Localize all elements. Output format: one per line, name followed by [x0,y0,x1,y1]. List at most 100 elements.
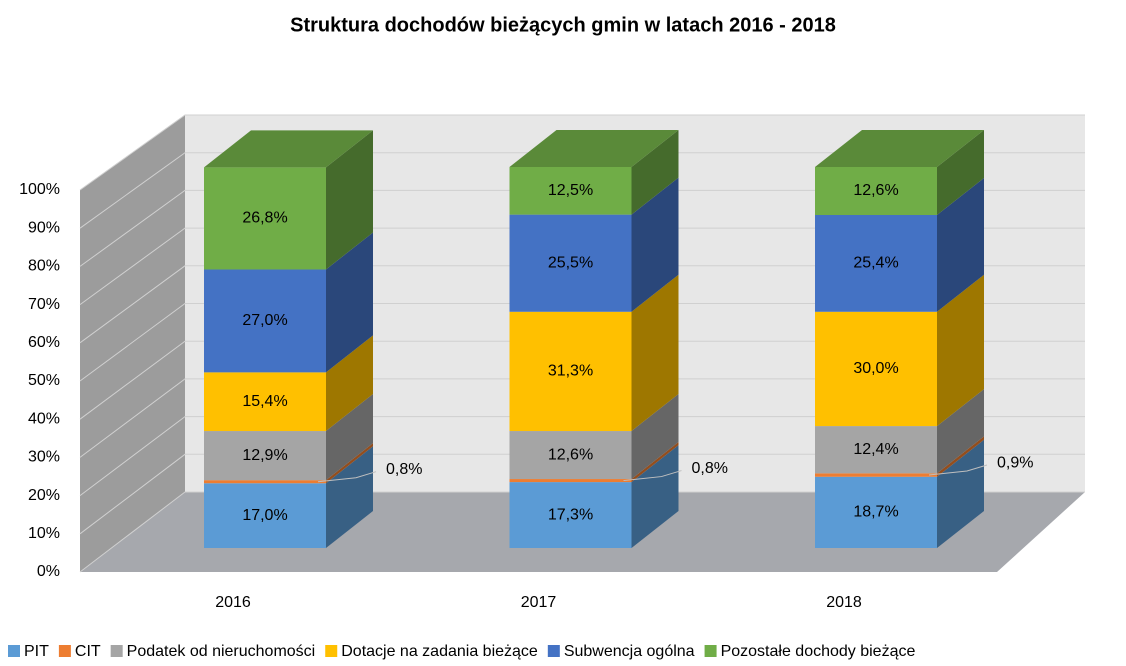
bar-side [326,232,373,373]
y-tick-label: 50% [28,372,60,389]
bar-top [509,130,679,167]
bar [509,479,632,483]
legend-swatch [704,645,717,657]
legend-label: PIT [24,643,49,660]
bar-side [631,177,679,312]
chart-title: Struktura dochodów bieżących gmin w lata… [290,14,836,36]
legend-label: CIT [75,643,101,660]
data-label: 31,3% [548,363,593,380]
side-wall [80,115,185,572]
y-tick-label: 80% [28,258,60,275]
x-tick-label: 2017 [521,594,557,611]
y-tick-label: 10% [28,525,60,542]
legend-swatch [58,645,71,657]
data-label: 12,4% [853,441,898,458]
data-label: 12,9% [242,447,287,464]
bar-top [204,130,373,168]
bar-side [326,394,373,481]
y-tick-label: 0% [37,563,60,580]
grid-line [79,227,1085,306]
bar [509,214,632,312]
bar-side [937,130,984,216]
data-label: 12,6% [853,182,898,199]
grid-line [79,303,1085,382]
legend-label: Podatek od nieruchomości [127,643,316,660]
bar-top [815,130,984,167]
leader-line [317,471,377,483]
grid-line [79,114,1085,191]
data-label: 12,6% [548,446,593,463]
bar-side [937,389,984,474]
legend-swatch [110,645,123,657]
bar [815,167,937,216]
bar-side [326,130,373,270]
y-tick-label: 20% [28,487,60,504]
bar-side [631,274,679,432]
y-tick-label: 30% [28,449,60,466]
bar-side [631,445,679,548]
bar [204,483,326,548]
data-label: 12,5% [548,182,593,199]
grid-line [79,378,1085,458]
data-label: 27,0% [242,312,287,329]
y-tick-label: 60% [28,334,60,351]
bar [204,269,326,373]
y-tick-label: 40% [28,410,60,427]
bar-side [326,446,373,548]
data-label: 17,0% [242,507,287,524]
bar-side [631,394,679,480]
data-label: 30,0% [853,360,898,377]
legend-swatch [8,645,20,657]
bar [204,372,326,432]
bar [204,431,326,481]
bar [204,480,326,484]
leader-line [928,464,988,476]
data-label: 25,4% [853,255,898,272]
bar [815,215,937,312]
legend-label: Subwencja ogólna [564,643,695,660]
bar-side [937,436,984,477]
bar-side [937,178,984,312]
data-label: 18,7% [853,504,898,521]
data-label: 25,5% [548,254,593,271]
y-tick-label: 70% [28,296,60,313]
data-label: 17,3% [548,506,593,523]
bar [204,167,326,270]
grid-line [79,265,1085,344]
bar [509,167,632,215]
bar-side [631,130,679,215]
bar [815,476,937,548]
grid-line [79,189,1085,267]
grid-line [79,416,1085,496]
data-label: 15,4% [242,393,287,410]
bar-side [937,439,984,548]
bar [509,431,632,480]
grid-line [79,152,1085,229]
grid-line [79,453,1085,535]
legend-label: Dotacje na zadania bieżące [341,643,538,660]
bar [815,473,937,477]
bar-side [326,335,373,432]
bar-side [937,274,984,427]
bar [509,482,632,548]
bar [815,426,937,474]
x-tick-label: 2016 [215,594,251,611]
y-tick-label: 90% [28,219,60,236]
data-label: 0,8% [692,460,728,477]
leader-line [623,470,682,482]
data-label: 26,8% [242,210,287,227]
legend-label: Pozostałe dochody bieżące [721,643,916,660]
grid-line [79,340,1085,420]
grid-line [79,491,1085,573]
bar [815,311,937,427]
bar-side [326,443,373,484]
data-label: 0,9% [997,454,1033,471]
bar [509,311,632,432]
data-label: 0,8% [386,461,422,478]
bar-side [631,442,679,483]
legend-swatch [547,645,560,657]
legend-swatch [325,645,338,657]
y-tick-label: 100% [19,181,60,198]
x-tick-label: 2018 [826,594,862,611]
